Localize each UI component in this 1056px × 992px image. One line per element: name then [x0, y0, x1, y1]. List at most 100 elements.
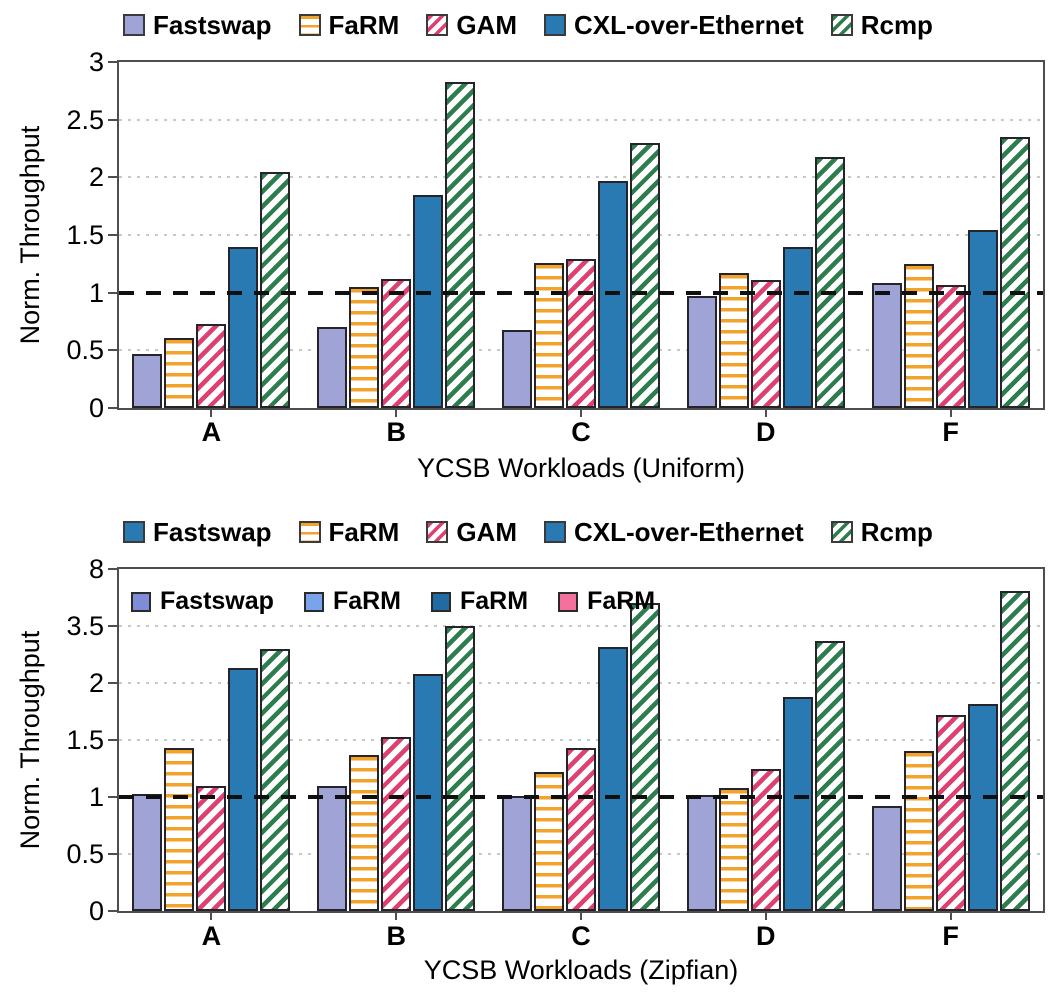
bar-gam-A — [196, 323, 227, 408]
y-tick-mark — [108, 739, 117, 741]
inner-legend-zipfian: Fastswap FaRM FaRM FaRM — [131, 587, 655, 616]
x-category-label-D: D — [756, 921, 776, 951]
gridline-y-2 — [119, 176, 1043, 179]
legend-item-farm: FaRM — [298, 9, 400, 41]
gridline-y-2 — [119, 682, 1043, 684]
inner-legend-swatch-icon — [558, 591, 579, 612]
bar-rcmp-C — [630, 142, 660, 408]
legend-label: Rcmp — [860, 516, 933, 547]
bar-fastswap-D — [686, 794, 717, 911]
bar-gam-D — [750, 279, 781, 408]
bar-cxl-over-ethernet-A — [228, 667, 259, 911]
inner-legend-item-2: FaRM — [431, 587, 528, 616]
legend-item-fastswap: Fastswap — [123, 10, 272, 41]
bar-rcmp-D — [814, 156, 845, 408]
legend-swatch-icon — [298, 14, 321, 36]
y-tick-mark — [108, 625, 117, 627]
inner-legend-item-1: FaRM — [303, 587, 401, 616]
bar-gam-C — [566, 747, 596, 911]
x-tick-mark — [949, 913, 952, 920]
bar-gam-B — [381, 736, 412, 911]
legend-swatch-icon — [123, 521, 146, 543]
x-category-label-A: A — [201, 921, 222, 951]
legend-swatch-icon — [426, 521, 449, 543]
gridline-y-1.5 — [119, 234, 1043, 236]
bar-farm-A — [164, 747, 195, 911]
x-category-label-A: A — [201, 417, 222, 447]
x-category-label-D: D — [756, 417, 776, 447]
x-category-label-B: B — [386, 921, 406, 951]
bar-fastswap-C — [502, 329, 532, 408]
y-tick-label-8: 8 — [88, 554, 104, 584]
inner-legend-swatch-icon — [131, 591, 151, 612]
bar-farm-F — [903, 751, 934, 911]
x-tick-mark — [210, 913, 213, 920]
x-axis-title-zipfian: YCSB Workloads (Zipfian) — [423, 955, 739, 985]
bar-fastswap-C — [502, 795, 532, 911]
bar-gam-C — [566, 259, 596, 408]
y-tick-mark — [108, 796, 117, 798]
x-category-label-F: F — [942, 417, 959, 447]
x-tick-mark — [949, 410, 952, 417]
y-tick-mark — [108, 682, 117, 684]
y-tick-mark — [108, 568, 117, 570]
legend-item-rcmp: Rcmp — [830, 10, 933, 41]
bar-rcmp-D — [814, 641, 845, 911]
bar-farm-D — [718, 273, 749, 408]
reference-line-y1 — [119, 795, 1043, 799]
legend-uniform: Fastswap FaRM GAM CXL-over-Ethernet Rcmp — [0, 8, 1056, 42]
y-tick-label-2: 2 — [88, 668, 104, 698]
bar-cxl-over-ethernet-B — [413, 194, 444, 408]
inner-legend-swatch-icon — [303, 591, 324, 612]
y-tick-mark — [108, 349, 117, 352]
legend-item-gam: GAM — [426, 10, 517, 41]
legend-item-farm: FaRM — [298, 516, 400, 548]
legend-item-cxl-over-ethernet: CXL-over-Ethernet — [544, 517, 804, 548]
bar-farm-D — [718, 787, 749, 911]
x-tick-mark — [580, 913, 582, 920]
y-tick-label-2: 2 — [88, 162, 104, 193]
bar-cxl-over-ethernet-D — [782, 246, 813, 408]
bar-cxl-over-ethernet-A — [228, 246, 259, 408]
y-tick-label-0: 0 — [88, 896, 104, 926]
legend-label: Fastswap — [153, 516, 272, 547]
inner-legend-label: Fastswap — [160, 587, 274, 615]
legend-swatch-icon — [544, 14, 566, 36]
bar-fastswap-A — [132, 793, 163, 911]
x-tick-mark — [580, 410, 582, 417]
bar-gam-A — [196, 785, 227, 911]
y-tick-label-1.5: 1.5 — [66, 725, 104, 755]
x-axis-title-uniform: YCSB Workloads (Uniform) — [416, 453, 746, 483]
legend-label: GAM — [456, 516, 517, 547]
x-tick-mark — [395, 410, 398, 417]
legend-swatch-icon — [123, 14, 146, 36]
inner-legend-label: FaRM — [587, 587, 656, 615]
y-tick-label-0: 0 — [88, 393, 104, 423]
legend-zipfian: Fastswap FaRM GAM CXL-over-Ethernet Rcmp — [0, 515, 1056, 549]
bar-gam-B — [381, 278, 412, 408]
inner-legend-swatch-icon — [431, 591, 451, 612]
bar-farm-F — [903, 263, 934, 408]
bar-gam-F — [935, 714, 966, 911]
legend-label: Fastswap — [153, 9, 272, 40]
legend-swatch-icon — [426, 14, 449, 36]
x-category-label-F: F — [942, 921, 959, 951]
bar-farm-C — [534, 262, 564, 408]
y-tick-label-1: 1 — [88, 782, 104, 812]
y-tick-label-1.5: 1.5 — [66, 220, 104, 250]
legend-label: FaRM — [328, 9, 400, 40]
legend-swatch-icon — [830, 14, 853, 36]
bar-cxl-over-ethernet-B — [413, 673, 444, 911]
legend-label: FaRM — [328, 516, 400, 547]
plot-area-zipfian: Fastswap FaRM FaRM FaRM — [117, 567, 1045, 913]
bar-fastswap-F — [871, 283, 902, 408]
inner-legend-item-0: Fastswap — [131, 587, 274, 616]
x-tick-mark — [764, 410, 767, 417]
legend-item-fastswap: Fastswap — [123, 517, 272, 548]
inner-legend-label: FaRM — [332, 587, 401, 615]
bar-fastswap-F — [871, 806, 902, 911]
bar-rcmp-F — [999, 136, 1030, 408]
y-tick-label-0.5: 0.5 — [66, 335, 104, 366]
y-tick-mark — [108, 176, 117, 179]
